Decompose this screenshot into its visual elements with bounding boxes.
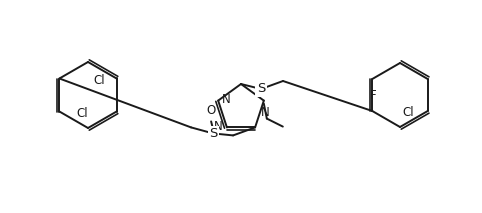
Text: S: S (257, 82, 265, 95)
Text: O: O (206, 104, 216, 117)
Text: S: S (209, 127, 217, 140)
Text: N: N (260, 106, 269, 119)
Text: N: N (214, 120, 223, 133)
Text: Cl: Cl (93, 74, 105, 87)
Text: N: N (222, 93, 231, 106)
Text: Cl: Cl (76, 107, 88, 120)
Text: F: F (370, 89, 377, 102)
Text: Cl: Cl (402, 106, 414, 119)
